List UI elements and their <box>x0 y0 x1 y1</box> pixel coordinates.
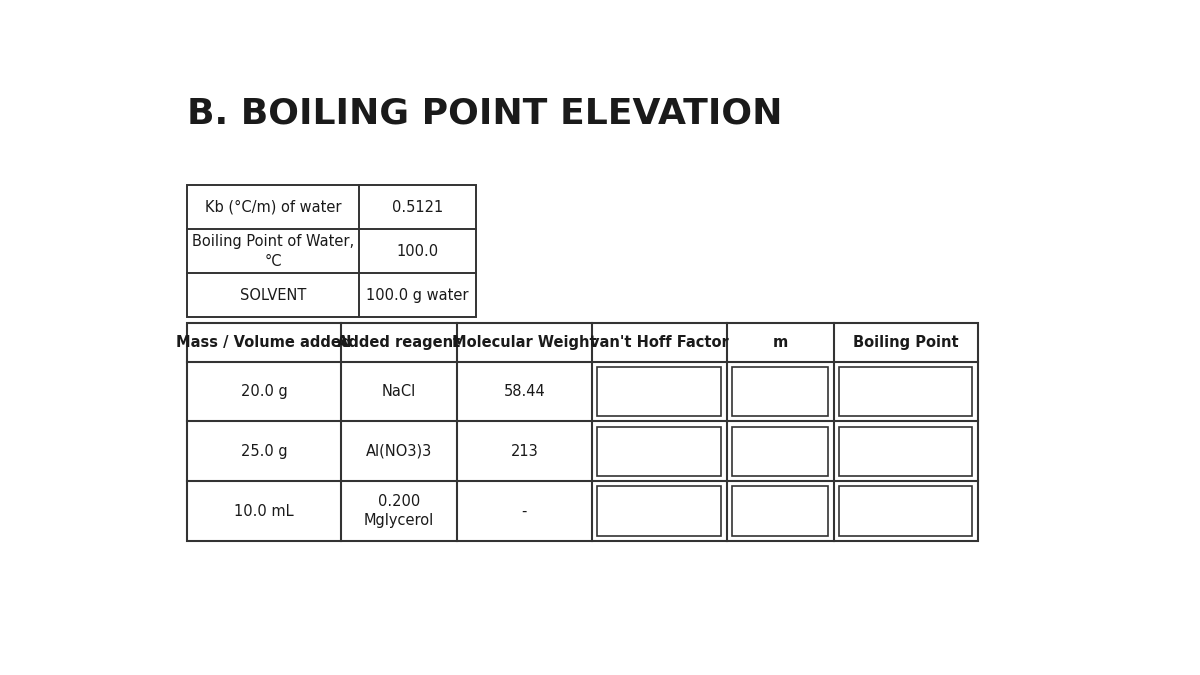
Bar <box>598 487 721 536</box>
Text: 213: 213 <box>510 444 539 459</box>
Text: 10.0 mL: 10.0 mL <box>234 504 294 518</box>
Bar <box>732 427 828 476</box>
Bar <box>598 367 721 416</box>
Text: 100.0 g water: 100.0 g water <box>366 288 469 303</box>
Bar <box>187 185 475 317</box>
Text: SOLVENT: SOLVENT <box>240 288 306 303</box>
Text: 25.0 g: 25.0 g <box>241 444 287 459</box>
Text: 58.44: 58.44 <box>504 384 545 399</box>
Bar <box>839 487 972 536</box>
Text: -: - <box>522 504 527 518</box>
Bar <box>187 323 978 541</box>
Text: Mass / Volume added: Mass / Volume added <box>176 335 352 350</box>
Bar <box>839 427 972 476</box>
Text: Al(NO3)3: Al(NO3)3 <box>366 444 432 459</box>
Text: Boiling Point of Water,
°C: Boiling Point of Water, °C <box>192 234 354 269</box>
Text: Kb (°C/m) of water: Kb (°C/m) of water <box>205 200 342 215</box>
Text: 0.200
Mglycerol: 0.200 Mglycerol <box>364 493 434 529</box>
Bar <box>732 487 828 536</box>
Text: m: m <box>773 335 787 350</box>
Text: 20.0 g: 20.0 g <box>240 384 287 399</box>
Bar <box>732 367 828 416</box>
Text: Boiling Point: Boiling Point <box>853 335 959 350</box>
Text: Added reagent: Added reagent <box>337 335 461 350</box>
Text: B. BOILING POINT ELEVATION: B. BOILING POINT ELEVATION <box>187 97 782 130</box>
Bar <box>839 367 972 416</box>
Text: van't Hoff Factor: van't Hoff Factor <box>590 335 728 350</box>
Text: 100.0: 100.0 <box>396 244 438 259</box>
Text: 0.5121: 0.5121 <box>391 200 443 215</box>
Text: NaCl: NaCl <box>382 384 416 399</box>
Text: Molecular Weight: Molecular Weight <box>452 335 596 350</box>
Bar <box>598 427 721 476</box>
